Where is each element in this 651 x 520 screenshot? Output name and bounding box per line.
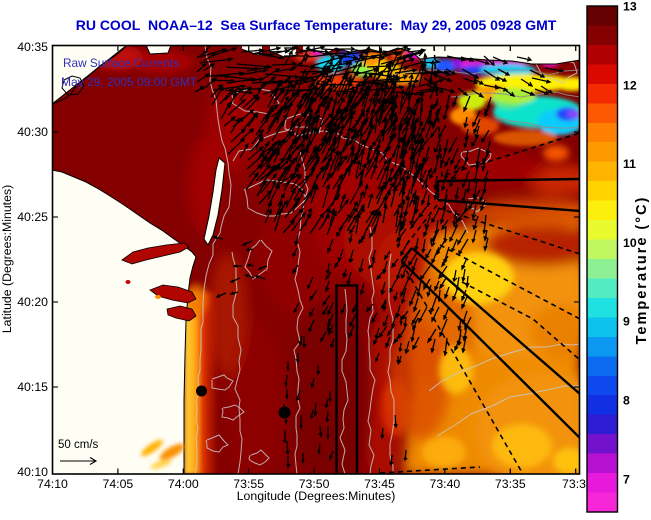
svg-text:40:10: 40:10 xyxy=(17,465,48,479)
svg-text:Temperature (°C): Temperature (°C) xyxy=(634,196,650,345)
svg-text:50 cm/s: 50 cm/s xyxy=(58,439,99,451)
svg-text:74:05: 74:05 xyxy=(103,477,134,491)
svg-text:73:35: 73:35 xyxy=(495,477,526,491)
svg-text:Longitude (Degrees:Minutes): Longitude (Degrees:Minutes) xyxy=(237,489,396,503)
svg-text:40:35: 40:35 xyxy=(17,40,48,54)
svg-text:73:55: 73:55 xyxy=(233,477,264,491)
svg-text:40:30: 40:30 xyxy=(17,125,48,139)
svg-text:74:10: 74:10 xyxy=(37,477,68,491)
svg-text:11: 11 xyxy=(623,157,636,171)
svg-text:12: 12 xyxy=(623,78,637,92)
svg-text:13: 13 xyxy=(623,0,637,14)
svg-text:73:40: 73:40 xyxy=(430,477,461,491)
svg-text:73:50: 73:50 xyxy=(299,477,330,491)
svg-text:10: 10 xyxy=(623,236,637,250)
svg-text:Raw Surface Currents: Raw Surface Currents xyxy=(63,56,179,70)
svg-text:74:00: 74:00 xyxy=(168,477,199,491)
svg-text:8: 8 xyxy=(623,394,630,408)
svg-text:RU COOL NOAA–12 Sea Surface: RU COOL NOAA–12 Sea Surface Temperature:… xyxy=(76,17,557,33)
svg-text:May 29, 2005 09:00 GMT: May 29, 2005 09:00 GMT xyxy=(61,75,198,89)
svg-text:40:15: 40:15 xyxy=(17,380,48,394)
svg-text:40:25: 40:25 xyxy=(17,210,48,224)
svg-text:73:3: 73:3 xyxy=(562,477,586,491)
svg-text:73:45: 73:45 xyxy=(364,477,395,491)
svg-text:Latitude (Degrees:Minutes): Latitude (Degrees:Minutes) xyxy=(0,185,14,333)
svg-text:40:20: 40:20 xyxy=(17,295,48,309)
svg-text:9: 9 xyxy=(623,315,630,329)
svg-text:7: 7 xyxy=(623,472,630,486)
